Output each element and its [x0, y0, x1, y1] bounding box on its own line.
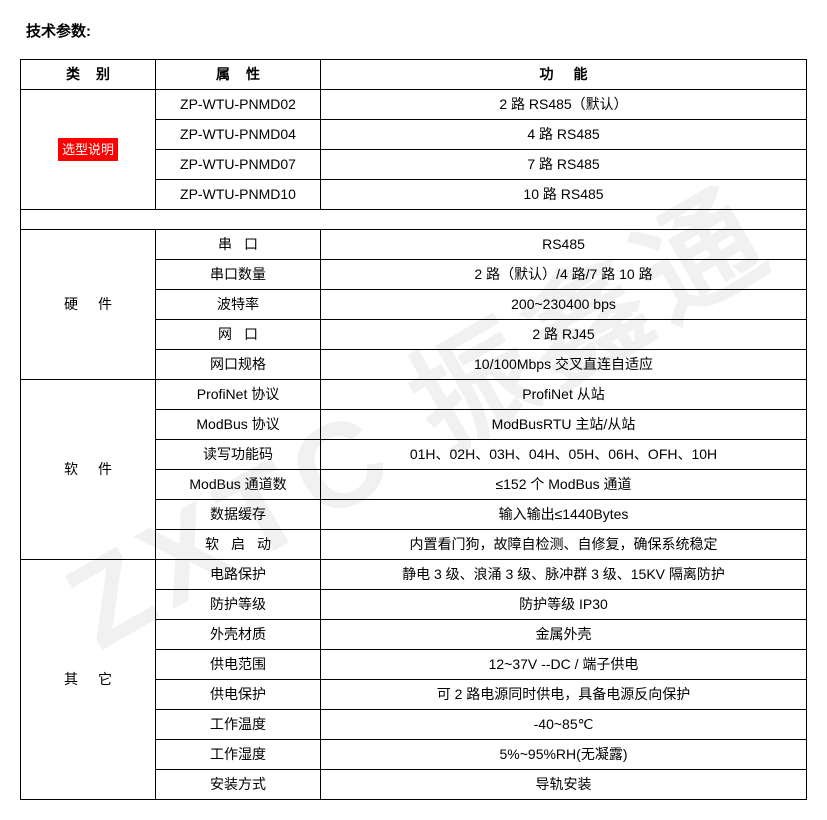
attr-cell: 读写功能码	[156, 440, 321, 470]
table-header-row: 类别 属性 功能	[21, 60, 807, 90]
func-cell: 导轨安装	[321, 770, 807, 800]
attr-cell: 数据缓存	[156, 500, 321, 530]
func-cell: 12~37V --DC / 端子供电	[321, 650, 807, 680]
attr-cell: 网口	[156, 320, 321, 350]
attr-cell: 电路保护	[156, 560, 321, 590]
attr-cell: ModBus 通道数	[156, 470, 321, 500]
func-cell: 输入输出≤1440Bytes	[321, 500, 807, 530]
func-cell: 内置看门狗，故障自检测、自修复，确保系统稳定	[321, 530, 807, 560]
func-cell: 金属外壳	[321, 620, 807, 650]
func-cell: 200~230400 bps	[321, 290, 807, 320]
func-cell: 10/100Mbps 交叉直连自适应	[321, 350, 807, 380]
func-cell: 10 路 RS485	[321, 180, 807, 210]
table-row: 选型说明 ZP-WTU-PNMD02 2 路 RS485（默认）	[21, 90, 807, 120]
header-category: 类别	[21, 60, 156, 90]
attr-cell: 工作温度	[156, 710, 321, 740]
attr-cell: 工作湿度	[156, 740, 321, 770]
attr-cell: ModBus 协议	[156, 410, 321, 440]
page-title: 技术参数:	[26, 20, 807, 41]
table-row: 硬件 串口 RS485	[21, 230, 807, 260]
category-cell: 选型说明	[21, 90, 156, 210]
func-cell: 防护等级 IP30	[321, 590, 807, 620]
func-cell: 7 路 RS485	[321, 150, 807, 180]
attr-cell: 供电保护	[156, 680, 321, 710]
attr-cell: 安装方式	[156, 770, 321, 800]
attr-cell: 外壳材质	[156, 620, 321, 650]
attr-cell: 串口	[156, 230, 321, 260]
func-cell: 可 2 路电源同时供电，具备电源反向保护	[321, 680, 807, 710]
spec-table: 类别 属性 功能 选型说明 ZP-WTU-PNMD02 2 路 RS485（默认…	[20, 59, 807, 800]
attr-cell: 串口数量	[156, 260, 321, 290]
attr-cell: ZP-WTU-PNMD02	[156, 90, 321, 120]
func-cell: RS485	[321, 230, 807, 260]
header-function: 功能	[321, 60, 807, 90]
highlight-label: 选型说明	[58, 138, 118, 162]
table-row: 软件 ProfiNet 协议 ProfiNet 从站	[21, 380, 807, 410]
attr-cell: 网口规格	[156, 350, 321, 380]
func-cell: 2 路 RS485（默认）	[321, 90, 807, 120]
category-cell: 其它	[21, 560, 156, 800]
func-cell: 2 路 RJ45	[321, 320, 807, 350]
attr-cell: 波特率	[156, 290, 321, 320]
func-cell: 4 路 RS485	[321, 120, 807, 150]
func-cell: 5%~95%RH(无凝露)	[321, 740, 807, 770]
category-cell: 硬件	[21, 230, 156, 380]
func-cell: 静电 3 级、浪涌 3 级、脉冲群 3 级、15KV 隔离防护	[321, 560, 807, 590]
func-cell: 2 路（默认）/4 路/7 路 10 路	[321, 260, 807, 290]
header-attribute: 属性	[156, 60, 321, 90]
attr-cell: ZP-WTU-PNMD04	[156, 120, 321, 150]
attr-cell: ZP-WTU-PNMD10	[156, 180, 321, 210]
func-cell: ProfiNet 从站	[321, 380, 807, 410]
attr-cell: ProfiNet 协议	[156, 380, 321, 410]
func-cell: 01H、02H、03H、04H、05H、06H、OFH、10H	[321, 440, 807, 470]
attr-cell: ZP-WTU-PNMD07	[156, 150, 321, 180]
spacer-row	[21, 210, 807, 230]
func-cell: ModBusRTU 主站/从站	[321, 410, 807, 440]
func-cell: ≤152 个 ModBus 通道	[321, 470, 807, 500]
table-row: 其它 电路保护 静电 3 级、浪涌 3 级、脉冲群 3 级、15KV 隔离防护	[21, 560, 807, 590]
attr-cell: 防护等级	[156, 590, 321, 620]
attr-cell: 软启动	[156, 530, 321, 560]
func-cell: -40~85℃	[321, 710, 807, 740]
attr-cell: 供电范围	[156, 650, 321, 680]
category-cell: 软件	[21, 380, 156, 560]
